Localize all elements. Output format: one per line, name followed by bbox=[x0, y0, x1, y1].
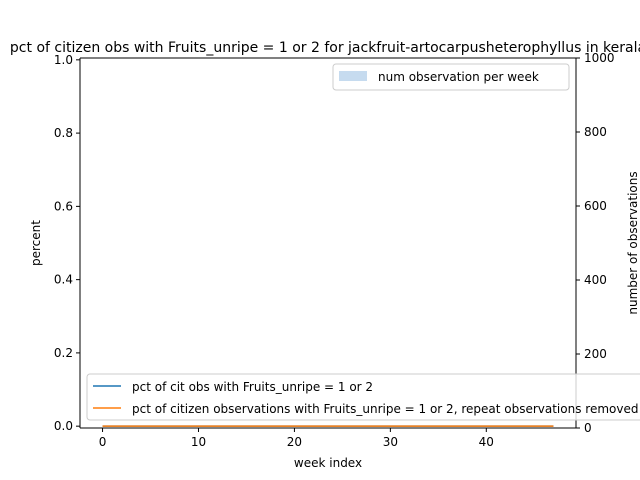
legend-upper: num observation per week bbox=[332, 63, 570, 91]
legend-lower-box bbox=[86, 373, 640, 421]
legend-bar-swatch bbox=[339, 71, 367, 81]
legend-line-label-1: pct of citizen observations with Fruits_… bbox=[132, 402, 638, 416]
x-tick-label: 40 bbox=[479, 435, 494, 449]
y-tick-label: 0.0 bbox=[54, 419, 73, 433]
y-axis-label: percent bbox=[29, 220, 43, 266]
y2-tick-label: 400 bbox=[584, 273, 607, 287]
x-ticks: 0 10 20 30 40 bbox=[99, 428, 494, 449]
y2-tick-label: 0 bbox=[584, 421, 592, 435]
legend-bar-label: num observation per week bbox=[378, 70, 539, 84]
y-tick-label: 0.2 bbox=[54, 346, 73, 360]
legend-upper-box bbox=[332, 63, 570, 91]
y2-ticks: 0 200 400 600 800 1000 bbox=[576, 51, 615, 435]
x-tick-label: 10 bbox=[191, 435, 206, 449]
legend-lower: pct of cit obs with Fruits_unripe = 1 or… bbox=[86, 373, 640, 421]
y2-tick-label: 1000 bbox=[584, 51, 615, 65]
y-ticks: 0.0 0.2 0.4 0.6 0.8 1.0 bbox=[54, 53, 80, 433]
y2-tick-label: 200 bbox=[584, 347, 607, 361]
x-axis-label: week index bbox=[294, 456, 362, 470]
chart-title: pct of citizen obs with Fruits_unripe = … bbox=[10, 40, 640, 56]
y-tick-label: 0.8 bbox=[54, 126, 73, 140]
x-tick-label: 20 bbox=[287, 435, 302, 449]
y2-axis-label: number of observations bbox=[626, 171, 640, 314]
y-tick-label: 0.4 bbox=[54, 273, 73, 287]
plot-area bbox=[80, 58, 576, 428]
x-tick-label: 0 bbox=[99, 435, 107, 449]
x-tick-label: 30 bbox=[383, 435, 398, 449]
y2-tick-label: 600 bbox=[584, 199, 607, 213]
legend-line-label-0: pct of cit obs with Fruits_unripe = 1 or… bbox=[132, 380, 373, 394]
y-tick-label: 1.0 bbox=[54, 53, 73, 67]
y2-tick-label: 800 bbox=[584, 125, 607, 139]
y-tick-label: 0.6 bbox=[54, 199, 73, 213]
